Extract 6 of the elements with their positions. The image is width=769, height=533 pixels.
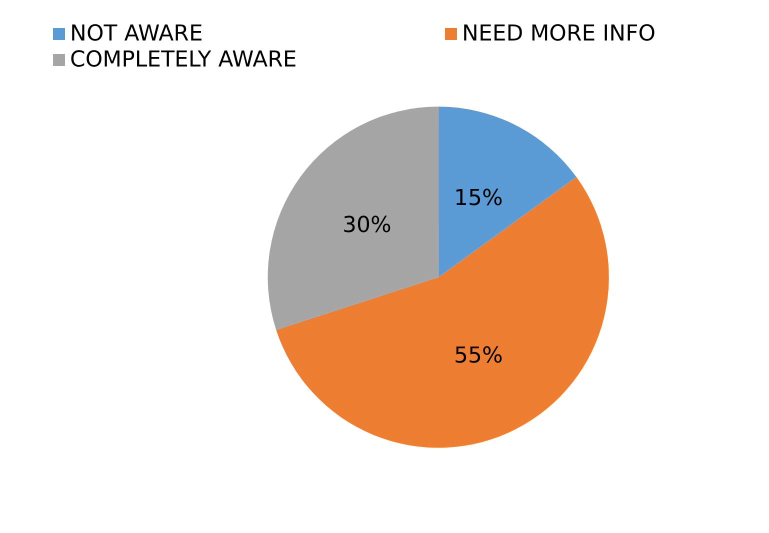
legend-label: NOT AWARE: [70, 22, 203, 46]
data-label: 30%: [342, 212, 392, 238]
data-label: 15%: [454, 186, 503, 211]
data-label: 55%: [454, 343, 503, 368]
legend-label: NEED MORE INFO: [462, 22, 656, 46]
legend-label: COMPLETELY AWARE: [70, 48, 297, 72]
